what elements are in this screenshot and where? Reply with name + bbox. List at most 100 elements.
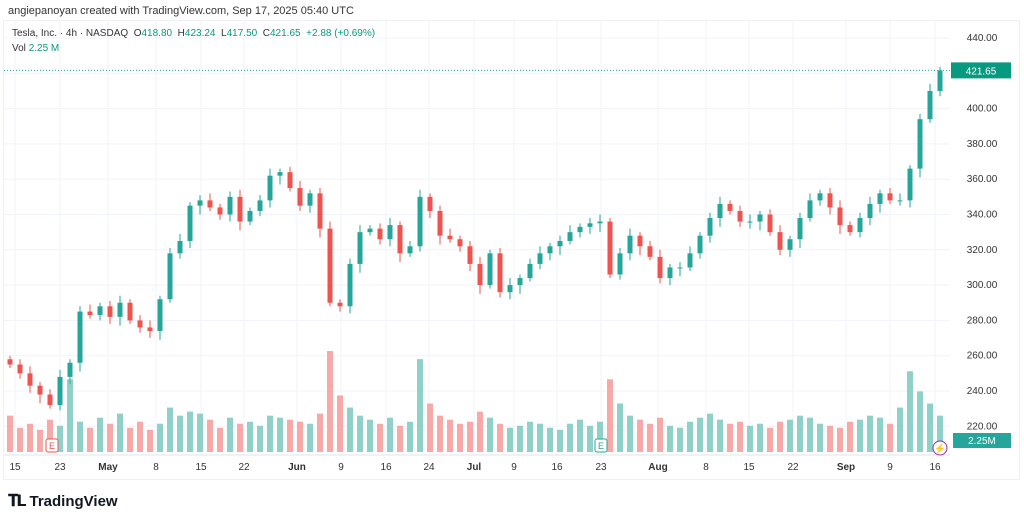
change-value: +2.88 (+0.69%): [306, 28, 376, 39]
volume-bar: [147, 429, 153, 452]
candle-body: [337, 302, 343, 307]
candle-body: [127, 302, 133, 321]
candle-body: [307, 193, 313, 206]
volume-bar: [877, 417, 883, 452]
x-tick-label: May: [98, 462, 118, 473]
candle-body: [417, 196, 423, 247]
candle-body: [67, 362, 73, 377]
chart-legend: Tesla, Inc. · 4h · NASDAQ O418.80 H423.2…: [12, 26, 375, 56]
y-tick-label: 400.00: [967, 104, 998, 115]
candle-body: [757, 214, 763, 222]
volume-bar: [57, 425, 63, 452]
x-tick-label: 16: [380, 462, 392, 473]
volume-bar: [277, 417, 283, 452]
tradingview-logo[interactable]: 𝐓𝗟 TradingView: [8, 491, 118, 511]
candle-body: [477, 263, 483, 286]
candle-body: [137, 320, 143, 328]
volume-bar: [487, 417, 493, 452]
candle-body: [807, 200, 813, 219]
candle-body: [487, 253, 493, 286]
low-label: L: [221, 28, 227, 39]
volume-bar: [517, 425, 523, 452]
candle-body: [517, 278, 523, 286]
candle-body: [857, 218, 863, 233]
close-value: 421.65: [270, 28, 301, 39]
candle-body: [467, 246, 473, 264]
volume-bar: [747, 425, 753, 452]
candle-body: [717, 203, 723, 219]
volume-bar: [37, 429, 43, 452]
last-price-badge: [951, 62, 1011, 79]
candle-body: [267, 175, 273, 201]
candle-body: [177, 240, 183, 254]
volume-bar: [817, 423, 823, 452]
volume-bar: [707, 413, 713, 452]
open-value: 418.80: [141, 28, 173, 39]
x-tick-label: 15: [195, 462, 207, 473]
y-tick-label: 360.00: [967, 174, 998, 185]
volume-bar: [777, 421, 783, 452]
volume-bar: [387, 417, 393, 452]
earnings-icon: [594, 438, 608, 453]
volume-bar: [907, 371, 913, 452]
x-tick-label: 8: [153, 462, 159, 473]
volume-bar: [437, 415, 443, 452]
volume-bar: [407, 421, 413, 452]
candle-body: [37, 385, 43, 395]
volume-bar: [757, 423, 763, 452]
volume-bar: [397, 425, 403, 452]
lightning-icon: [932, 440, 948, 456]
x-tick-label: 9: [511, 462, 517, 473]
candle-body: [677, 267, 683, 269]
candle-body: [567, 232, 573, 241]
volume-bar: [677, 427, 683, 452]
volume-bar: [927, 403, 933, 452]
low-value: 417.50: [226, 28, 258, 39]
x-tick-label: Jun: [288, 462, 306, 473]
volume-bar: [867, 415, 873, 452]
volume-label: Vol: [12, 43, 26, 54]
volume-bar: [17, 427, 23, 452]
volume-bar: [937, 415, 943, 452]
tradingview-logo-text: TradingView: [29, 492, 118, 510]
candle-body: [87, 311, 93, 316]
candle-body: [447, 235, 453, 240]
volume-bar: [617, 403, 623, 452]
candle-body: [817, 193, 823, 201]
volume-bar: [807, 417, 813, 452]
volume-bar: [557, 429, 563, 452]
candle-body: [27, 373, 33, 386]
volume-bar: [477, 411, 483, 452]
volume-bar: [897, 407, 903, 452]
x-tick-label: 23: [595, 462, 607, 473]
candle-body: [767, 214, 773, 233]
volume-bar: [157, 423, 163, 452]
candle-body: [277, 172, 283, 176]
candle-body: [587, 223, 593, 227]
candle-body: [647, 246, 653, 257]
candle-body: [747, 221, 753, 223]
volume-bar: [257, 425, 263, 452]
last-price-label: 421.65: [966, 66, 997, 77]
volume-bar: [27, 423, 33, 452]
volume-bar: [427, 403, 433, 452]
volume-bar: [627, 415, 633, 452]
volume-bar: [567, 423, 573, 452]
candle-body: [727, 203, 733, 211]
credit-line: angiepanoyan created with TradingView.co…: [8, 5, 354, 17]
x-tick-label: 8: [703, 462, 709, 473]
volume-bar: [507, 427, 513, 452]
symbol-label[interactable]: Tesla, Inc. · 4h · NASDAQ: [12, 28, 129, 39]
candle-body: [937, 70, 943, 91]
last-volume-label: 2.25M: [968, 436, 996, 447]
chart-frame[interactable]: [3, 20, 1020, 480]
candle-body: [197, 200, 203, 206]
volume-bar: [847, 421, 853, 452]
volume-bar: [527, 421, 533, 452]
high-label: H: [177, 28, 185, 39]
volume-bar: [127, 427, 133, 452]
x-tick-label: Aug: [648, 462, 667, 473]
candle-body: [497, 253, 503, 293]
y-tick-label: 260.00: [967, 351, 998, 362]
